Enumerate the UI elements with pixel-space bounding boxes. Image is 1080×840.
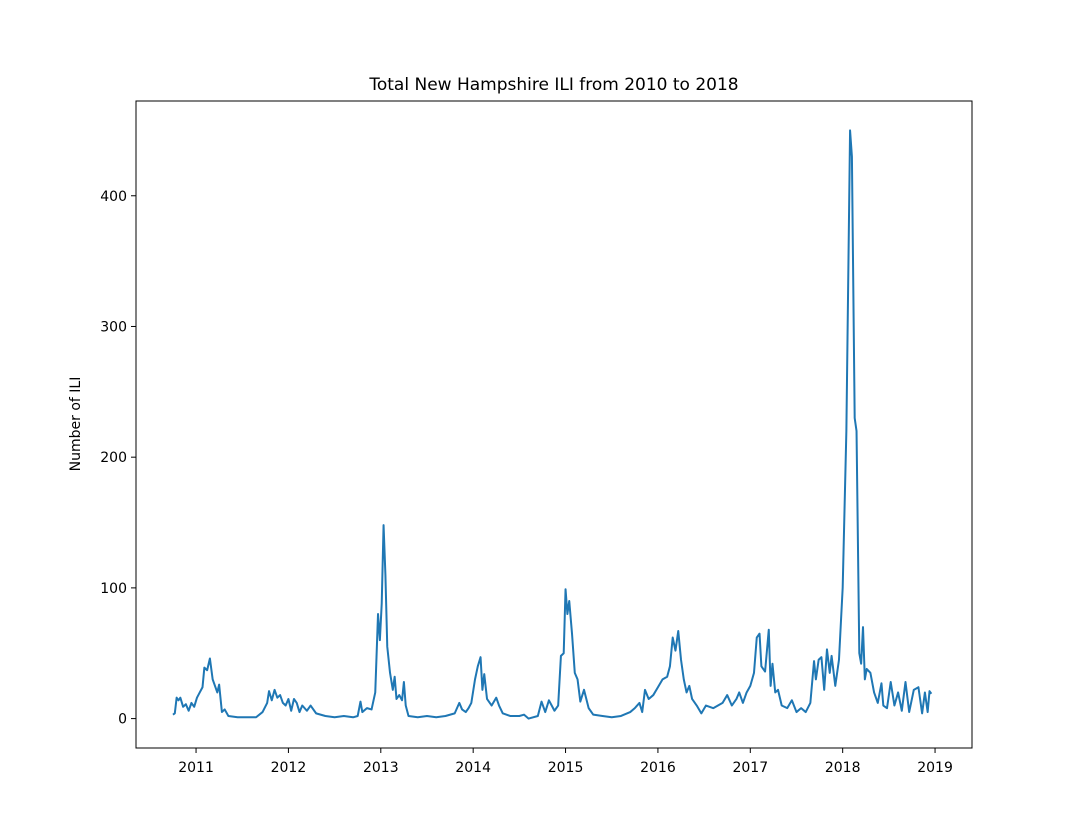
plot-frame xyxy=(135,100,973,749)
x-tick-label: 2016 xyxy=(640,760,676,776)
x-tick-label: 2011 xyxy=(178,760,214,776)
y-tick-label: 100 xyxy=(100,581,127,597)
y-axis-label: Number of ILI xyxy=(68,377,84,472)
y-tick-label: 400 xyxy=(100,189,127,205)
x-tick-label: 2017 xyxy=(732,760,768,776)
x-tick-label: 2019 xyxy=(917,760,953,776)
y-tick-label: 300 xyxy=(100,319,127,335)
chart-title: Total New Hampshire ILI from 2010 to 201… xyxy=(368,75,738,95)
x-tick-label: 2015 xyxy=(548,760,584,776)
x-tick-label: 2018 xyxy=(825,760,861,776)
y-tick-label: 200 xyxy=(100,450,127,466)
y-tick-label: 0 xyxy=(118,712,127,728)
x-tick-label: 2014 xyxy=(455,760,491,776)
x-tick-label: 2012 xyxy=(271,760,307,776)
line-series xyxy=(172,129,933,720)
x-tick-label: 2013 xyxy=(363,760,399,776)
